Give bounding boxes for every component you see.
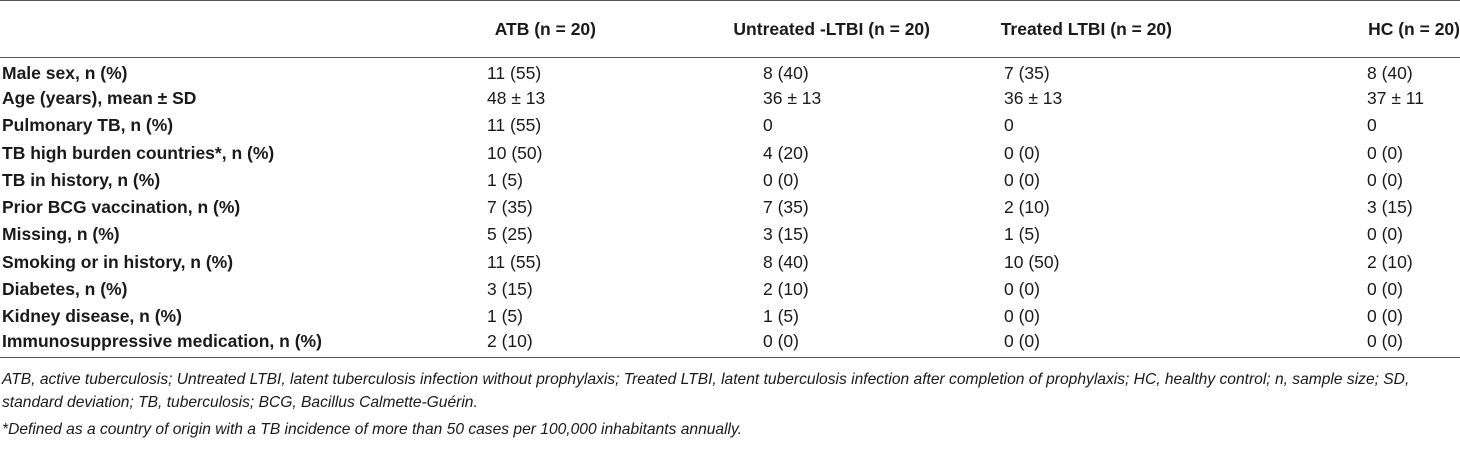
table-row: Pulmonary TB, n (%) 11 (55) 0 0 0 — [0, 112, 1460, 139]
cell-untreated-ltbi: 0 (0) — [640, 330, 930, 359]
row-label: Kidney disease, n (%) — [2, 306, 182, 327]
row-label: Missing, n (%) — [2, 224, 120, 245]
cell-untreated-ltbi: 8 (40) — [763, 251, 809, 272]
cell-atb: 11 (55) — [487, 62, 542, 83]
row-label: Immunosuppressive medication, n (%) — [0, 330, 440, 359]
cell-treated-ltbi: 7 (35) — [1004, 62, 1050, 83]
cell-untreated-ltbi: 0 — [763, 115, 773, 136]
cell-atb: 11 (55) — [487, 115, 542, 136]
cell-hc: 3 (15) — [1367, 197, 1413, 218]
cell-atb: 7 (35) — [487, 197, 533, 218]
cell-untreated-ltbi: 0 (0) — [763, 169, 799, 190]
table-row: Kidney disease, n (%) 1 (5) 1 (5) 0 (0) 0 (0… — [0, 303, 1460, 330]
cell-treated-ltbi: 1 (5) — [1004, 224, 1040, 245]
row-label: Male sex, n (%) — [2, 62, 128, 83]
row-label: Age (years), mean ± SD — [2, 87, 197, 108]
cell-treated-ltbi: 0 — [1004, 115, 1014, 136]
cell-treated-ltbi: 10 (50) — [1004, 251, 1060, 272]
cell-hc: 37 ± 11 — [1367, 87, 1424, 108]
cell-hc: 0 (0) — [1220, 330, 1460, 359]
row-label: Diabetes, n (%) — [2, 279, 128, 300]
footnote-asterisk: *Defined as a country of origin with a T… — [2, 421, 742, 439]
cell-hc: 0 (0) — [1367, 142, 1403, 163]
cell-untreated-ltbi: 2 (10) — [763, 279, 809, 300]
cell-treated-ltbi: 0 (0) — [1004, 142, 1040, 163]
header-cell-hc: HC (n = 20) — [1220, 0, 1460, 58]
cell-treated-ltbi: 36 ± 13 — [1004, 87, 1063, 108]
cell-treated-ltbi: 0 (0) — [1004, 279, 1040, 300]
table-row: Prior BCG vaccination, n (%) 7 (35) 7 (35)… — [0, 194, 1460, 221]
table-row: Immunosuppressive medication, n (%) 2 (10… — [0, 330, 1460, 359]
cell-hc: 0 (0) — [1367, 279, 1403, 300]
footnote-abbreviations: ATB, active tuberculosis; Untreated LTBI… — [2, 371, 1410, 412]
table-row: Male sex, n (%) 11 (55) 8 (40) 7 (35) 8 (40) — [0, 58, 1460, 85]
row-label: Pulmonary TB, n (%) — [2, 115, 174, 136]
row-label: Prior BCG vaccination, n (%) — [2, 197, 241, 218]
cell-atb: 1 (5) — [487, 306, 523, 327]
cell-atb: 48 ± 13 — [487, 87, 546, 108]
table-row: TB high burden countries*, n (%) 10 (50) 4… — [0, 139, 1460, 166]
cell-untreated-ltbi: 8 (40) — [763, 62, 809, 83]
header-cell-label — [0, 0, 440, 58]
table-row: Missing, n (%) 5 (25) 3 (15) 1 (5) 0 (0) — [0, 221, 1460, 248]
cell-untreated-ltbi: 4 (20) — [763, 142, 809, 163]
cell-atb: 3 (15) — [487, 279, 533, 300]
cell-hc: 0 (0) — [1367, 306, 1403, 327]
cell-treated-ltbi: 0 (0) — [930, 330, 1220, 359]
cell-atb: 11 (55) — [487, 251, 542, 272]
characteristics-table: ATB (n = 20) Untreated -LTBI (n = 20) Tr… — [0, 0, 1460, 359]
cell-untreated-ltbi: 36 ± 13 — [763, 87, 822, 108]
cell-atb: 5 (25) — [487, 224, 533, 245]
header-cell-atb: ATB (n = 20) — [440, 0, 640, 58]
row-label: Smoking or in history, n (%) — [2, 251, 234, 272]
table-header-row: ATB (n = 20) Untreated -LTBI (n = 20) Tr… — [0, 0, 1460, 58]
cell-hc: 8 (40) — [1367, 62, 1413, 83]
cell-treated-ltbi: 0 (0) — [1004, 169, 1040, 190]
cell-untreated-ltbi: 7 (35) — [763, 197, 809, 218]
cell-hc: 2 (10) — [1367, 251, 1413, 272]
row-label: TB in history, n (%) — [2, 169, 161, 190]
cell-treated-ltbi: 0 (0) — [1004, 306, 1040, 327]
header-cell-untreated-ltbi: Untreated -LTBI (n = 20) — [640, 0, 930, 58]
table-footnotes: ATB, active tuberculosis; Untreated LTBI… — [0, 368, 1460, 441]
table-row: Age (years), mean ± SD 48 ± 13 36 ± 13 36 ±… — [0, 85, 1460, 112]
cell-untreated-ltbi: 3 (15) — [763, 224, 809, 245]
cell-atb: 1 (5) — [487, 169, 523, 190]
cell-hc: 0 (0) — [1367, 224, 1403, 245]
table-row: Diabetes, n (%) 3 (15) 2 (10) 0 (0) 0 (0) — [0, 276, 1460, 303]
cell-hc: 0 (0) — [1367, 169, 1403, 190]
table-row: TB in history, n (%) 1 (5) 0 (0) 0 (0) 0 (0) — [0, 167, 1460, 194]
cell-hc: 0 — [1367, 115, 1377, 136]
table-row: Smoking or in history, n (%) 11 (55) 8 (40… — [0, 249, 1460, 276]
cell-atb: 10 (50) — [487, 142, 543, 163]
row-label: TB high burden countries*, n (%) — [2, 142, 275, 163]
cell-treated-ltbi: 2 (10) — [1004, 197, 1050, 218]
cell-atb: 2 (10) — [440, 330, 640, 359]
header-cell-treated-ltbi: Treated LTBI (n = 20) — [930, 0, 1220, 58]
cell-untreated-ltbi: 1 (5) — [763, 306, 799, 327]
table-body: Male sex, n (%) 11 (55) 8 (40) 7 (35) 8 (40)… — [0, 58, 1460, 359]
